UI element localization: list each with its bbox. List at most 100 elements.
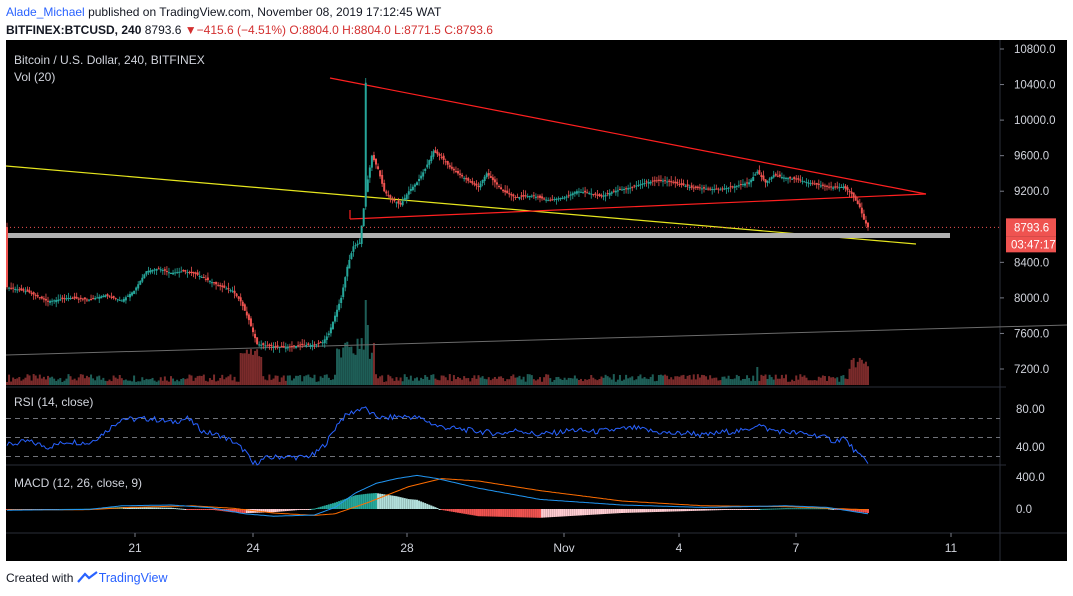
macd-histogram-bar [731, 509, 734, 510]
main-pane-title: Bitcoin / U.S. Dollar, 240, BITFINEX [14, 53, 205, 67]
volume-bar [633, 380, 636, 385]
volume-bar [184, 379, 187, 385]
volume-bar [65, 378, 68, 385]
volume-bar [641, 378, 644, 385]
price-change: −415.6 (−4.51%) [196, 23, 287, 37]
candle-body [780, 177, 783, 179]
price-axis-label: 7600.0 [1014, 328, 1049, 340]
candle-body [811, 182, 814, 184]
candle-body [16, 289, 19, 291]
volume-bar [149, 379, 152, 385]
volume-bar [461, 379, 464, 385]
candle-body [797, 178, 800, 180]
tradingview-brand[interactable]: TradingView [98, 571, 168, 585]
volume-bar [744, 378, 746, 385]
candle-body [229, 290, 232, 292]
volume-bar [498, 376, 500, 385]
volume-bar [18, 376, 21, 385]
candle-body [61, 297, 64, 299]
volume-bar [141, 377, 144, 385]
chart-area[interactable]: Bitcoin / U.S. Dollar, 240, BITFINEX Vol … [5, 40, 1068, 561]
candle-body [539, 195, 541, 198]
macd-histogram-bar [290, 509, 293, 511]
macd-histogram-bar [471, 509, 474, 516]
candle-body [598, 193, 601, 196]
macd-histogram-bar [770, 508, 773, 510]
candle-body [676, 181, 679, 184]
macd-histogram-bar [204, 509, 207, 510]
macd-histogram-bar [782, 508, 785, 510]
volume-bar [848, 368, 851, 385]
volume-bar [440, 375, 443, 385]
candle-body [612, 190, 615, 192]
candle-body [192, 272, 195, 274]
candle-body [282, 346, 285, 348]
volume-bar [770, 377, 773, 385]
macd-histogram-bar [190, 509, 193, 510]
candle-body [143, 274, 146, 279]
candle-body [24, 291, 27, 293]
volume-bar [399, 377, 402, 385]
footer: Created with TradingView [6, 571, 168, 585]
volume-bar [817, 376, 820, 385]
volume-bar [12, 377, 15, 385]
candle-body [705, 188, 708, 190]
macd-histogram-bar [828, 508, 831, 510]
candle-body [600, 195, 603, 197]
candle-body [215, 281, 218, 285]
volume-bar [241, 353, 244, 385]
volume-bar [547, 374, 550, 385]
candle-body [375, 158, 377, 165]
last-price-label-box [1006, 218, 1056, 237]
volume-bar [481, 376, 484, 385]
candle-body [520, 195, 523, 197]
macd-histogram-bar [766, 508, 769, 510]
macd-histogram-bar [602, 509, 605, 515]
volume-bar [225, 377, 228, 385]
macd-histogram-bar [604, 509, 607, 514]
macd-histogram-bar [237, 509, 240, 513]
candle-body [772, 175, 775, 178]
macd-pane-title: MACD (12, 26, close, 9) [14, 476, 142, 490]
macd-histogram-bar [686, 509, 689, 512]
candle-body [514, 197, 517, 199]
chart-svg[interactable]: Bitcoin / U.S. Dollar, 240, BITFINEX Vol … [5, 40, 1068, 561]
macd-histogram-bar [629, 509, 632, 513]
volume-bar [491, 378, 494, 385]
candle-body [426, 164, 429, 168]
author-link[interactable]: Alade_Michael [6, 5, 85, 19]
volume-bar [434, 378, 437, 385]
volume-bar [295, 375, 298, 385]
candle-body [442, 155, 445, 160]
macd-histogram-bar [288, 509, 291, 511]
volume-bar [764, 374, 767, 385]
candle-body [420, 175, 423, 179]
candle-body [727, 187, 730, 189]
macd-histogram-bar [161, 507, 164, 509]
volume-bar [301, 381, 304, 385]
volume-bar [28, 375, 31, 385]
macd-histogram-bar [789, 508, 792, 510]
macd-histogram-bar [454, 509, 457, 513]
candle-body [803, 181, 806, 183]
macd-histogram-bar [741, 509, 744, 510]
volume-bar [303, 376, 306, 385]
candle-body [178, 271, 181, 273]
candle-body [686, 184, 689, 187]
candle-body [42, 298, 45, 300]
candle-body [516, 196, 519, 198]
macd-histogram-bar [135, 507, 138, 509]
candle-body [38, 297, 41, 299]
macd-histogram-bar [334, 502, 336, 509]
candle-body [149, 270, 152, 273]
candle-body [860, 207, 863, 214]
macd-histogram-bar [709, 509, 712, 511]
volume-bar [161, 380, 164, 385]
candle-body [719, 189, 722, 191]
volume-bar [272, 378, 275, 385]
candle-body [391, 199, 394, 201]
volume-bar [47, 375, 49, 385]
macd-histogram-bar [510, 509, 513, 518]
candle-body [461, 174, 464, 177]
volume-bar [284, 380, 287, 385]
